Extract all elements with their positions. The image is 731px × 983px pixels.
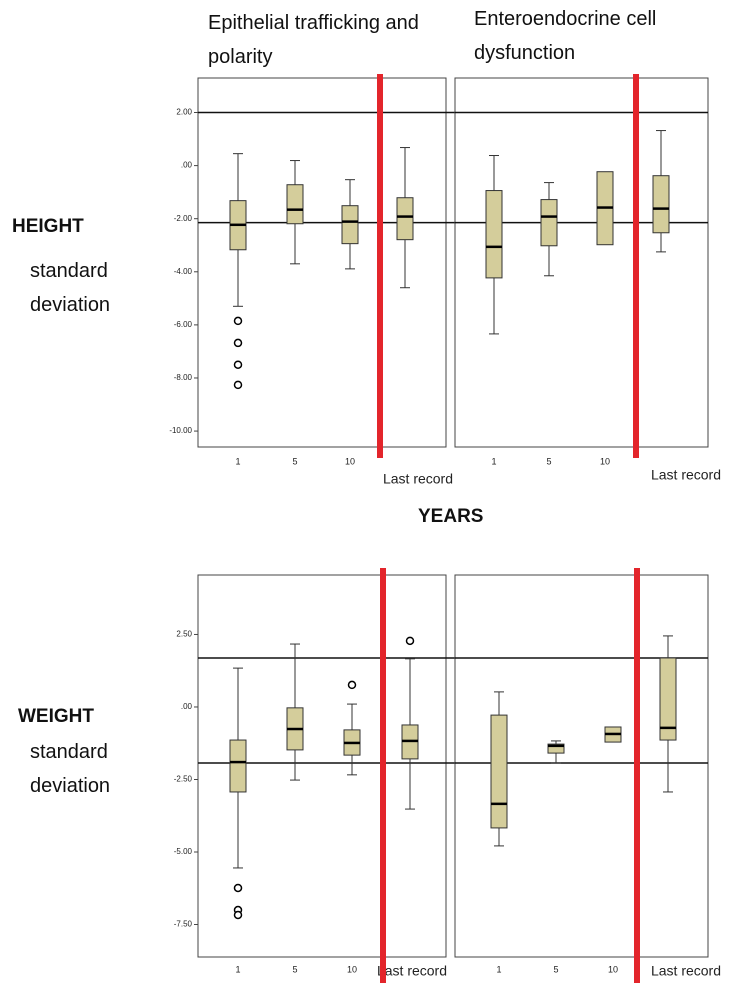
box <box>547 743 565 754</box>
outlier <box>233 883 243 893</box>
outlier <box>405 636 415 646</box>
column-title: Epithelial trafficking and polarity <box>208 12 419 68</box>
y-tick-label: -7.50 <box>174 920 193 929</box>
x-tick-label: 10 <box>600 456 610 466</box>
panel-frame <box>454 574 709 958</box>
box <box>341 205 359 245</box>
outlier <box>233 910 243 920</box>
panel-frame <box>197 77 447 448</box>
x-axis-label: YEARS <box>418 506 484 527</box>
outlier <box>233 316 243 326</box>
outlier <box>233 360 243 369</box>
row-title: WEIGHT <box>18 706 94 727</box>
y-tick-label: -6.00 <box>174 320 193 329</box>
outlier <box>233 380 243 390</box>
panel-frame <box>197 574 447 958</box>
box <box>540 199 558 247</box>
y-tick-label: .00 <box>181 161 193 170</box>
y-tick-label: -8.00 <box>174 373 193 382</box>
x-tick-label: 1 <box>235 456 240 466</box>
x-tick-label: 1 <box>496 964 501 974</box>
outlier <box>233 338 243 348</box>
x-tick-label: Last record <box>383 471 453 487</box>
box <box>229 739 247 793</box>
x-tick-label: 5 <box>292 964 297 974</box>
y-tick-label: 2.50 <box>176 630 192 639</box>
box <box>396 197 414 241</box>
x-tick-label: Last record <box>377 963 447 979</box>
box <box>485 190 503 279</box>
y-tick-label: -2.50 <box>174 775 193 784</box>
x-tick-label: 1 <box>491 456 496 466</box>
x-tick-label: 10 <box>608 964 618 974</box>
x-tick-label: Last record <box>651 467 721 483</box>
x-tick-label: 10 <box>345 456 355 466</box>
row-title: HEIGHT <box>12 216 84 237</box>
box <box>652 175 670 234</box>
outlier <box>347 680 357 690</box>
row-subtitle: standard deviation <box>30 741 111 797</box>
y-tick-label: -10.00 <box>169 426 192 435</box>
panel-frame <box>454 77 709 448</box>
box <box>490 714 508 829</box>
x-tick-label: 5 <box>292 456 297 466</box>
box <box>286 184 304 225</box>
y-tick-label: 2.00 <box>176 108 192 117</box>
x-tick-label: 5 <box>546 456 551 466</box>
x-tick-label: Last record <box>651 963 721 979</box>
y-tick-label: -5.00 <box>174 847 193 856</box>
y-tick-label: -4.00 <box>174 267 193 276</box>
x-tick-label: 5 <box>553 964 558 974</box>
column-title: Enteroendocrine cell dysfunction <box>474 8 657 64</box>
box <box>659 657 677 741</box>
y-tick-label: -2.00 <box>174 214 193 223</box>
x-tick-label: 1 <box>235 964 240 974</box>
x-tick-label: 10 <box>347 964 357 974</box>
row-subtitle: standard deviation <box>30 260 111 316</box>
y-tick-label: .00 <box>181 702 193 711</box>
